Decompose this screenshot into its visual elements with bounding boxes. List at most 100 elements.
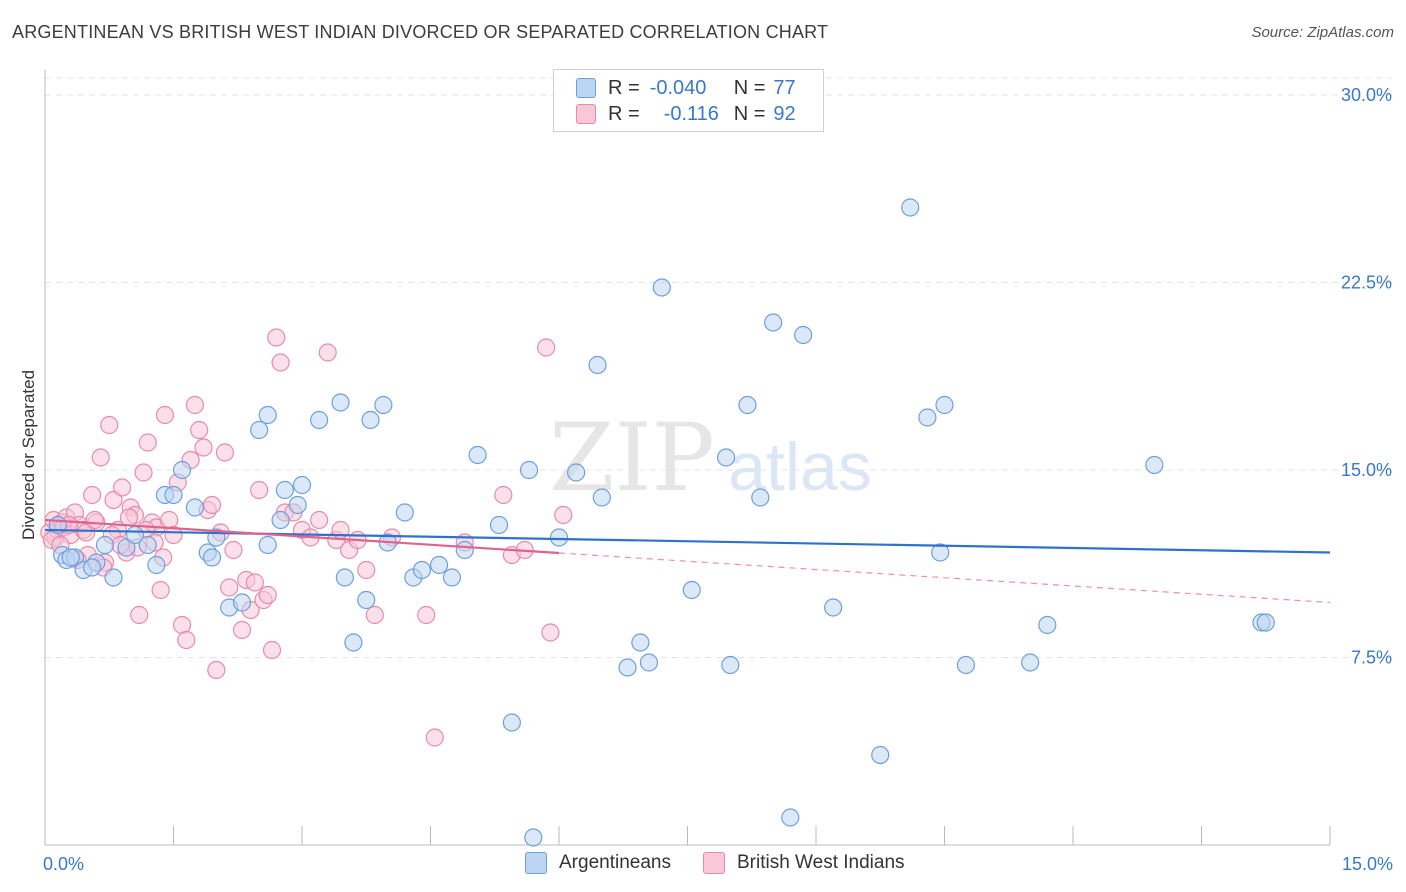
british-west-indian-point — [100, 415, 119, 435]
british-west-indian-point — [104, 490, 123, 510]
argentinean-point — [138, 535, 157, 555]
british-west-indian-point — [224, 540, 243, 560]
argentinean-point — [489, 515, 509, 535]
watermark-atlas: atlas — [728, 429, 872, 505]
argentinean-point — [1145, 455, 1164, 475]
british-west-indian-point — [357, 560, 376, 580]
legend-row-british-west-indians: R = -0.116 N = 92 — [576, 102, 796, 126]
british-west-indian-point — [194, 438, 213, 457]
argentinean-point — [781, 808, 800, 827]
british-west-indian-point — [119, 508, 139, 527]
british-west-indian-point — [112, 478, 132, 497]
british-west-indian-point — [220, 578, 239, 597]
argentinean-point — [871, 745, 890, 765]
british-west-indian-point — [271, 353, 290, 372]
legend-r-value: -0.040 — [649, 76, 707, 99]
axes — [44, 70, 1331, 846]
british-west-indian-point — [554, 505, 573, 525]
argentinean-point — [716, 448, 736, 467]
legend-item-british-west-indians[interactable]: British West Indians — [702, 852, 905, 874]
source-label: Source: ZipAtlas.com — [1251, 24, 1394, 41]
y-axis-title: Divorced or Separated — [19, 370, 38, 540]
argentinean-point — [250, 420, 269, 440]
argentinean-point — [455, 540, 474, 560]
british-west-indian-point — [130, 605, 149, 625]
argentinean-point — [652, 278, 671, 297]
series-legend: Argentineans British West Indians — [525, 852, 937, 874]
argentinean-point — [232, 593, 252, 612]
british-west-indian-point — [267, 328, 286, 347]
argentinean-point — [931, 543, 950, 562]
argentinean-point — [442, 568, 462, 587]
legend-n-label: N = — [733, 76, 766, 99]
zipatlas-watermark: ZIP atlas — [549, 404, 872, 513]
argentinean-point — [258, 405, 277, 425]
argentinean-point — [104, 568, 123, 587]
argentinean-point — [618, 658, 637, 677]
legend-item-argentineans[interactable]: Argentineans — [525, 852, 671, 874]
argentinean-point — [335, 568, 354, 587]
argentinean-point — [956, 655, 976, 675]
british-west-indian-point — [138, 433, 157, 452]
y-tick-label: 22.5% — [1341, 273, 1392, 293]
x-tick-label: 15.0% — [1342, 854, 1393, 874]
british-west-indian-point — [185, 395, 205, 415]
british-west-indian-point — [245, 573, 264, 592]
british-west-indian-point — [202, 495, 222, 515]
argentinean-point — [588, 355, 607, 375]
british-west-indian-point — [151, 580, 170, 600]
british-west-indian-point — [232, 620, 252, 640]
argentinean-point — [524, 828, 543, 847]
x-tick-labels: 0.0% 15.0% — [43, 854, 1393, 874]
x-tick-label: 0.0% — [43, 854, 84, 874]
argentinean-point — [935, 395, 954, 415]
british-west-indian-point — [262, 640, 282, 660]
british-west-indian-point — [83, 485, 102, 505]
argentinean-point — [412, 560, 432, 580]
british-west-indian-point — [250, 480, 269, 500]
chart-title: ARGENTINEAN VS BRITISH WEST INDIAN DIVOR… — [12, 22, 829, 42]
argentinean-point — [202, 548, 222, 567]
argentinean-point — [764, 313, 783, 332]
argentinean-point — [164, 485, 183, 505]
y-tick-label: 30.0% — [1341, 85, 1392, 105]
british-west-indian-point — [85, 510, 104, 530]
argentinean-point — [310, 410, 329, 430]
british-west-indian-point — [91, 448, 110, 467]
british-west-indian-point — [318, 343, 337, 362]
argentinean-point — [429, 555, 449, 575]
british-west-indian-point — [172, 615, 192, 635]
british-west-indian-point — [258, 585, 277, 605]
legend-swatch-pink — [702, 852, 725, 874]
argentinean-point — [519, 460, 539, 480]
watermark-zip: ZIP — [549, 404, 715, 513]
british-west-indian-point — [190, 420, 209, 440]
british-west-indian-point — [365, 605, 384, 625]
british-west-indian-point — [155, 405, 175, 425]
argentinean-point — [794, 325, 813, 345]
legend-swatch-blue — [525, 852, 547, 874]
argentinean-point — [331, 393, 350, 412]
argentinean-point — [61, 548, 80, 567]
argentinean-point — [639, 653, 659, 672]
trend-line-dashed — [558, 552, 1331, 604]
argentinean-point — [549, 528, 569, 547]
british-west-indian-point — [164, 525, 183, 545]
argentinean-point — [468, 445, 487, 465]
argentinean-point — [631, 633, 650, 652]
trend-line-solid — [44, 518, 560, 555]
legend-label: British West Indians — [736, 852, 905, 873]
legend-swatch-blue — [576, 78, 596, 98]
argentinean-point — [172, 460, 192, 480]
argentinean-point — [374, 395, 393, 415]
argentinean-point — [185, 498, 205, 517]
argentinean-point — [117, 538, 136, 557]
british-west-indian-point — [310, 510, 329, 530]
y-tick-label: 7.5% — [1351, 648, 1392, 668]
argentinean-point — [258, 535, 277, 555]
argentinean-point — [751, 488, 770, 507]
series-british-west-indians — [40, 328, 573, 747]
argentinean-point — [395, 503, 414, 522]
argentinean-point — [1256, 613, 1275, 632]
